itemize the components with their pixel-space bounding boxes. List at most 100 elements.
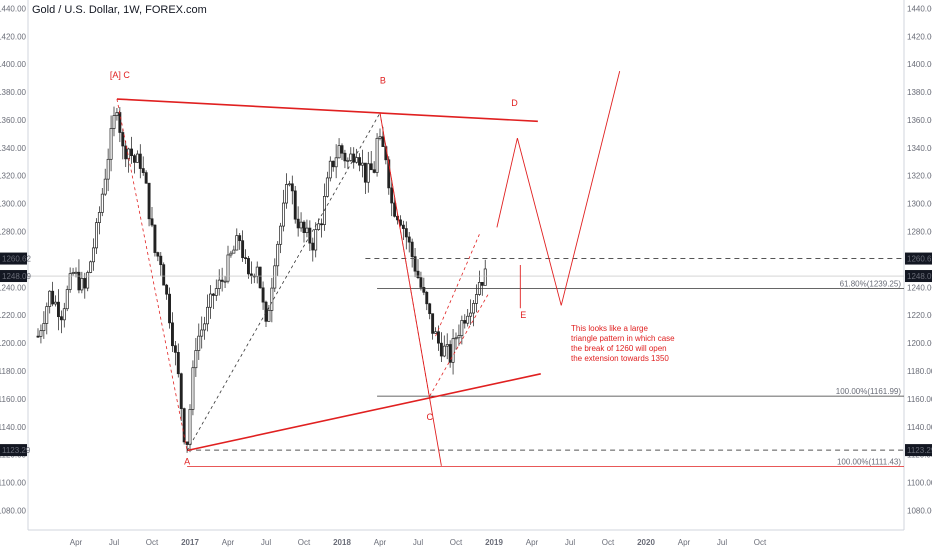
candle-body [229,252,233,256]
candle-body [317,223,321,230]
y-tick-label-right: 1280.00 [907,228,932,237]
candle-body [92,247,95,263]
candle-body [416,270,420,278]
candle-body [290,183,294,192]
candle-body [387,159,391,189]
channel-lower-dashed [429,294,489,397]
annotation-line: triangle pattern in which case [571,334,675,343]
candle-body [328,160,332,179]
y-tick-label-left: 1440.00 [0,4,27,13]
y-tick-label-right: 1340.00 [907,144,932,153]
candle-body [191,367,195,410]
channel-upper-dashed [435,234,480,337]
candle-body [135,153,139,163]
candle-body [299,221,303,229]
candle-body [77,271,81,291]
candle-body [89,261,93,273]
candle-body [159,255,163,266]
candle-body [68,273,72,290]
candle-body [45,306,49,324]
price-tag-right [905,252,932,265]
candle-body [162,264,166,286]
candle-body [109,128,113,160]
y-tick-label-left: 1200.00 [0,339,27,348]
candle-body [285,184,288,204]
candles [36,106,487,453]
candle-body [282,202,285,227]
candle-body [232,249,236,254]
annotation-line: the extension towards 1350 [571,354,669,363]
candle-body [393,202,397,217]
y-tick-label-right: 1100.00 [907,479,932,488]
candle-body [425,291,429,305]
x-tick-label: Oct [298,538,311,547]
chart-title: Gold / U.S. Dollar, 1W, FOREX.com [32,4,207,16]
wave-label: [A] C [110,70,131,80]
candle-body [428,303,432,315]
candle-body [194,350,198,369]
y-tick-label-left: 1300.00 [0,200,27,209]
candle-body [48,290,52,307]
candle-body [62,308,66,321]
candle-body [472,303,475,314]
projected-wave-path [496,71,621,306]
candle-body [203,323,207,331]
candle-body [445,344,449,347]
x-tick-label: Oct [754,538,767,547]
x-tick-label: 2017 [181,538,199,547]
y-tick-label-right: 1360.00 [907,116,932,125]
candle-body [165,284,169,295]
candle-body [206,306,209,325]
candle-body [378,136,382,139]
x-tick-label: Jul [413,538,423,547]
candle-body [173,345,177,353]
candle-body [264,301,268,322]
x-tick-label: Apr [526,538,539,547]
candle-body [469,312,473,317]
candle-body [267,310,271,322]
candle-body [407,236,411,243]
y-tick-label-left: 1180.00 [0,367,27,376]
candle-body [220,279,224,282]
candle-body [454,337,458,340]
y-tick-label-left: 1140.00 [0,423,27,432]
candle-body [369,163,373,171]
candle-body [437,331,440,344]
candle-body [133,155,136,163]
x-tick-label: 2020 [637,538,655,547]
x-tick-label: Apr [678,538,691,547]
wave-label: B [380,76,386,86]
candle-body [197,335,201,351]
candle-body [74,271,78,274]
price-tag-right-label: 1248.09 [907,272,932,281]
y-tick-label-right: 1080.00 [907,506,932,515]
candle-body [366,163,370,183]
y-tick-label-left: 1280.00 [0,228,27,237]
candle-body [475,294,478,304]
y-tick-label-left: 1320.00 [0,172,27,181]
y-tick-label-right: 1300.00 [907,200,932,209]
triangle-lower-trendline [186,373,541,452]
y-tick-label-right: 1440.00 [907,4,932,13]
candle-body [451,338,455,363]
price-tag-left [0,252,27,265]
candle-body [112,115,116,129]
candle-body [80,278,84,291]
x-tick-label: 2018 [333,538,351,547]
price-tag-right-label: 1260.62 [907,255,932,264]
fib-level-label: 61.80%(1239.25) [840,279,902,288]
candle-body [349,153,353,161]
candle-body [42,323,46,332]
wave-label: A [184,456,190,466]
candle-body [363,162,367,183]
x-tick-label: Jul [565,538,575,547]
candle-body [404,228,408,238]
wave-label: E [520,310,526,320]
candle-body [325,177,329,197]
fib-level-label: 100.00%(1111.43) [837,458,901,467]
price-tag-left [0,270,27,283]
candle-body [65,289,69,310]
candle-body [118,112,122,133]
candle-body [168,293,171,324]
